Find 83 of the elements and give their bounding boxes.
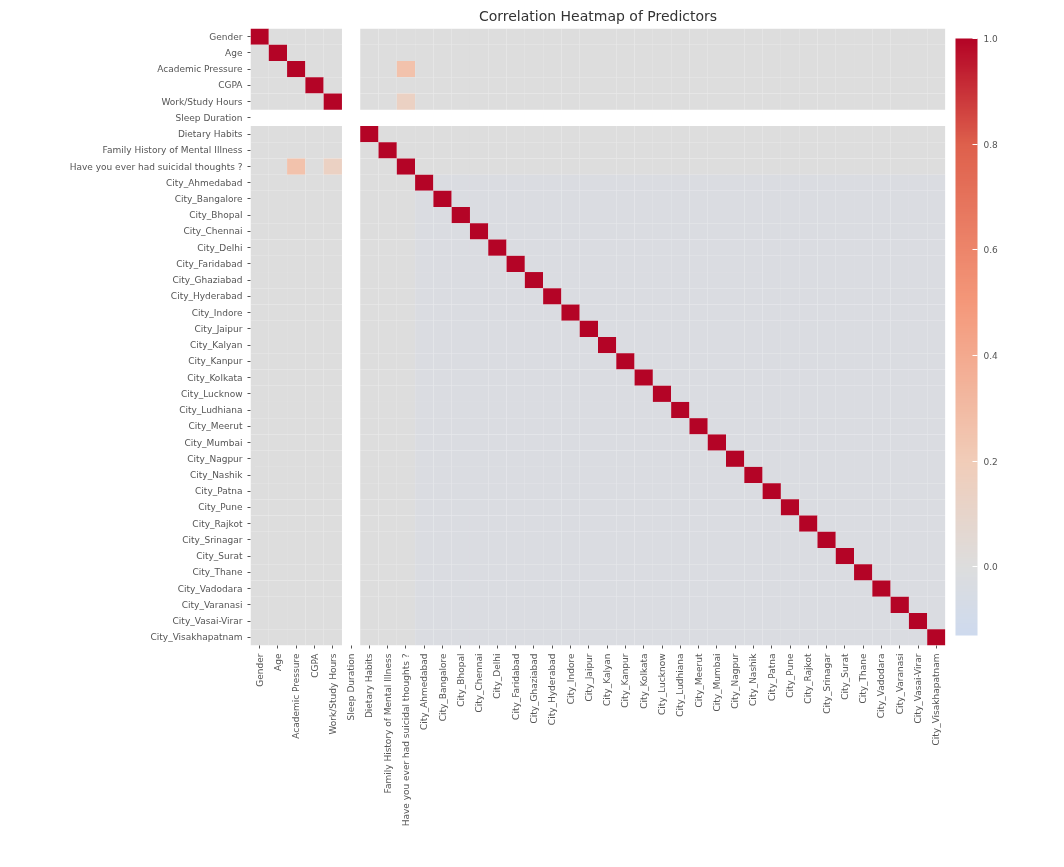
y-tick-label: Dietary Habits	[177, 129, 243, 140]
y-tick-label: City_Jaipur	[194, 323, 243, 334]
y-tick-label: Have you ever had suicidal thoughts ?	[69, 161, 243, 172]
y-tick-label: City_Mumbai	[184, 437, 243, 448]
y-tick-label: City_Pune	[198, 502, 243, 513]
y-tick-label: City_Surat	[196, 551, 243, 562]
x-tick-label: City_Mumbai	[711, 653, 722, 712]
y-tick-label: City_Thane	[192, 567, 243, 578]
x-tick-label: City_Meerut	[693, 653, 704, 708]
color-bar-label: 0.0	[983, 562, 999, 573]
x-tick-label: City_Faridabad	[510, 653, 521, 720]
x-tick-label: City_Ludhiana	[675, 653, 686, 717]
x-tick-label: Sleep Duration	[346, 653, 357, 721]
y-tick-label: City_Bangalore	[174, 193, 243, 204]
y-tick-label: City_Delhi	[197, 242, 243, 253]
x-tick-label: City_Chennai	[474, 653, 485, 713]
y-tick-label: CGPA	[218, 80, 244, 91]
x-tick-label: CGPA	[309, 652, 320, 678]
y-tick-label: Sleep Duration	[175, 112, 243, 123]
x-tick-label: City_Srinagar	[821, 653, 832, 714]
x-tick-label: City_Patna	[766, 653, 777, 701]
x-tick-label: City_Jaipur	[583, 653, 594, 702]
y-tick-label: City_Kalyan	[190, 340, 243, 351]
y-tick-label: City_Rajkot	[192, 518, 243, 529]
y-tick-label: City_Ahmedabad	[166, 177, 243, 188]
color-bar-label: 0.4	[983, 350, 999, 361]
x-tick-label: City_Indore	[565, 653, 576, 705]
y-tick-label: City_Hyderabad	[170, 291, 243, 302]
y-tick-label: City_Visakhapatnam	[150, 632, 243, 643]
y-tick-label: Family History of Mental Illness	[102, 145, 243, 156]
x-tick-label: City_Kalyan	[602, 653, 613, 706]
x-tick-label: City_Thane	[858, 653, 869, 704]
y-tick-label: City_Vasai-Virar	[172, 616, 243, 627]
y-tick-label: City_Kanpur	[188, 356, 243, 367]
x-tick-label: City_Varanasi	[894, 653, 905, 715]
y-tick-label: City_Ludhiana	[179, 405, 243, 416]
y-tick-label: City_Meerut	[188, 421, 243, 432]
x-tick-label: City_Kolkata	[638, 653, 649, 709]
x-tick-label: City_Ahmedabad	[419, 653, 430, 730]
y-tick-label: City_Srinagar	[182, 534, 243, 545]
x-tick-label: City_Ghaziabad	[528, 653, 539, 724]
x-tick-label: Family History of Mental Illness	[382, 653, 393, 794]
y-tick-label: City_Ghaziabad	[172, 275, 243, 286]
color-bar-label: 0.8	[983, 139, 999, 150]
x-tick-label: City_Bangalore	[437, 653, 448, 722]
x-tick-label: Gender	[254, 653, 265, 687]
y-tick-label: City_Patna	[195, 486, 243, 497]
y-tick-label: City_Vadodara	[177, 583, 243, 594]
x-tick-label: Work/Study Hours	[327, 653, 338, 735]
x-tick-label: City_Nagpur	[730, 653, 741, 709]
y-tick-label: Gender	[209, 31, 243, 42]
x-tick-label: City_Rajkot	[803, 653, 814, 704]
y-tick-label: City_Faridabad	[176, 258, 243, 269]
y-tick-label: Age	[225, 47, 243, 58]
y-tick-label: City_Kolkata	[187, 372, 243, 383]
x-tick-label: City_Lucknow	[657, 653, 668, 715]
y-tick-label: Work/Study Hours	[161, 96, 243, 107]
x-tick-label: City_Bhopal	[455, 653, 466, 707]
x-tick-label: City_Vadodara	[876, 653, 887, 719]
x-tick-label: City_Hyderabad	[547, 653, 558, 726]
x-tick-label: Dietary Habits	[364, 653, 375, 719]
y-tick-label: City_Varanasi	[181, 599, 243, 610]
x-tick-label: City_Kanpur	[620, 653, 631, 708]
color-bar-label: 0.2	[983, 456, 998, 467]
x-tick-label: City_Visakhapatnam	[931, 653, 942, 746]
y-tick-label: City_Nagpur	[187, 453, 243, 464]
y-tick-label: City_Indore	[191, 307, 243, 318]
chart-title: Correlation Heatmap of Predictors	[478, 7, 718, 24]
x-tick-label: City_Pune	[785, 653, 796, 698]
y-tick-label: City_Lucknow	[181, 388, 243, 399]
y-tick-label: Academic Pressure	[157, 64, 243, 75]
x-tick-label: City_Delhi	[492, 653, 503, 699]
y-tick-label: City_Chennai	[183, 226, 243, 237]
x-tick-label: City_Nashik	[748, 652, 759, 706]
x-tick-label: City_Surat	[839, 653, 850, 700]
x-tick-label: Have you ever had suicidal thoughts ?	[400, 653, 411, 827]
x-tick-label: Academic Pressure	[291, 653, 302, 739]
x-tick-label: Age	[272, 653, 283, 671]
color-bar-label: 0.6	[983, 245, 999, 256]
y-tick-label: City_Bhopal	[189, 210, 243, 221]
color-bar-label: 1.0	[983, 34, 999, 44]
x-tick-label: City_Vasai-Virar	[913, 653, 924, 724]
y-tick-label: City_Nashik	[190, 470, 244, 481]
